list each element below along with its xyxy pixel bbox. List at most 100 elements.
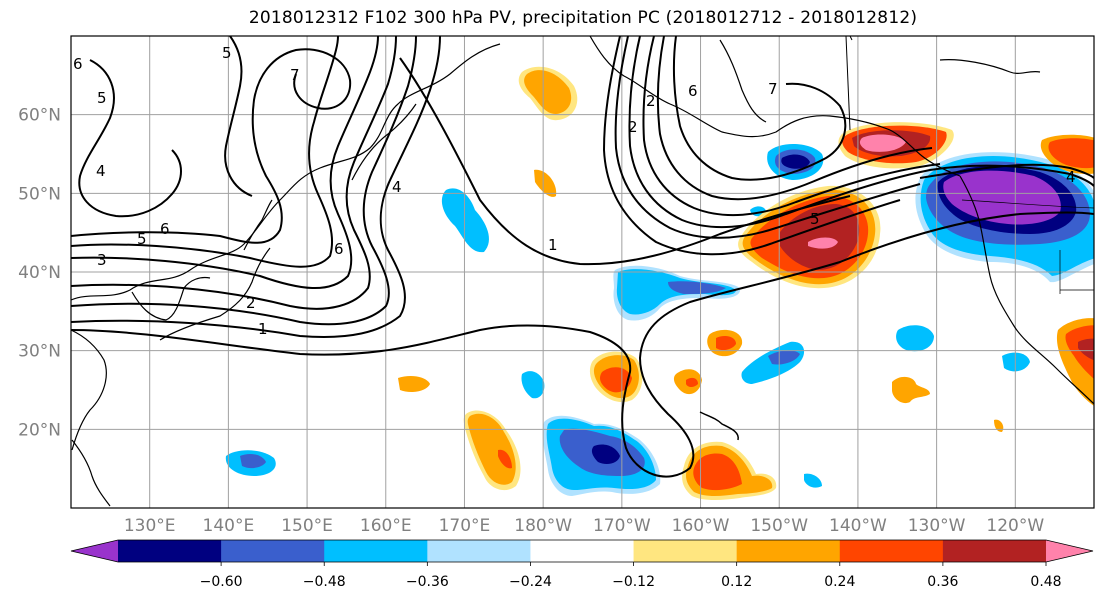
colorbar-tick-label: 0.24 bbox=[824, 574, 855, 590]
colorbar-outline bbox=[70, 539, 1094, 563]
lon-tick-label: 140°W bbox=[829, 516, 887, 536]
colorbar-extend-high bbox=[1046, 540, 1093, 562]
colorbar-tick-label: 0.48 bbox=[1030, 574, 1061, 590]
border-west bbox=[1059, 250, 1094, 294]
colorbar-extend-low bbox=[71, 540, 118, 562]
lon-tick-label: 170°E bbox=[439, 516, 491, 536]
colorbar-tick-label: −0.48 bbox=[303, 574, 346, 590]
precip-blob bbox=[521, 371, 545, 399]
precip-blob bbox=[600, 367, 632, 393]
coastline-alaska-inner bbox=[719, 39, 767, 123]
precipitation-shading bbox=[225, 66, 1094, 500]
lon-tick-label: 130°E bbox=[124, 516, 176, 536]
colorbar-tick-label: −0.60 bbox=[200, 574, 243, 590]
latitude-labels: 20°N 30°N 40°N 50°N 60°N bbox=[18, 106, 61, 441]
precip-blob bbox=[896, 325, 934, 352]
contour-label: 5 bbox=[222, 44, 232, 62]
pv-contour-3b bbox=[614, 36, 921, 239]
contour-label: 1 bbox=[258, 320, 268, 338]
contour-label: 6 bbox=[334, 240, 344, 258]
longitude-labels: 130°E 140°E 150°E 160°E 170°E 180°W 170°W 160°W… bbox=[124, 516, 1045, 536]
lon-tick-label: 160°W bbox=[672, 516, 730, 536]
colorbar-segment bbox=[118, 540, 222, 562]
lon-tick-label: 140°E bbox=[203, 516, 255, 536]
precip-blob bbox=[524, 70, 572, 114]
precip-blob bbox=[686, 377, 698, 387]
pv-contour-3 bbox=[71, 36, 417, 326]
contour-label: 1 bbox=[548, 236, 558, 254]
pv-contour-4 bbox=[71, 36, 397, 310]
lon-tick-label: 180°W bbox=[514, 516, 572, 536]
lon-tick-label: 160°E bbox=[360, 516, 412, 536]
contour-label: 7 bbox=[290, 66, 300, 84]
precip-blob bbox=[398, 376, 430, 392]
precip-blob bbox=[1065, 325, 1094, 379]
coastline-canada-top bbox=[845, 36, 853, 131]
contour-label: 4 bbox=[392, 178, 402, 196]
coastline-japan bbox=[159, 247, 271, 341]
lon-tick-label: 150°W bbox=[750, 516, 808, 536]
contour-label: 2 bbox=[628, 118, 638, 136]
precip-blob bbox=[768, 350, 800, 365]
coastline-philippines bbox=[71, 439, 111, 507]
colorbar-segment bbox=[427, 540, 531, 562]
lat-tick-label: 40°N bbox=[18, 263, 61, 283]
precip-blob bbox=[591, 444, 620, 464]
colorbar: −0.60 −0.48 −0.36 −0.24 −0.12 0.12 0.24 0.36 0.4… bbox=[70, 539, 1094, 590]
pv-contour-4b bbox=[628, 36, 1094, 229]
pv-contour-7 bbox=[71, 48, 352, 244]
precip-blob bbox=[1002, 352, 1030, 372]
lon-tick-label: 130°W bbox=[908, 516, 966, 536]
pv-contour-7b bbox=[672, 36, 847, 181]
contour-label: 6 bbox=[160, 220, 170, 238]
precip-blob bbox=[1048, 138, 1094, 169]
pv-contour-5 bbox=[71, 36, 379, 289]
lon-tick-label: 170°W bbox=[593, 516, 651, 536]
colorbar-tick-label: 0.12 bbox=[721, 574, 752, 590]
precip-blob bbox=[441, 188, 490, 253]
precip-blob bbox=[693, 453, 742, 491]
colorbar-tick-label: −0.12 bbox=[612, 574, 655, 590]
precip-blob bbox=[534, 169, 557, 197]
precip-blob bbox=[1078, 338, 1094, 361]
contour-label: 4 bbox=[96, 162, 106, 180]
figure-title: 2018012312 F102 300 hPa PV, precipitatio… bbox=[248, 8, 918, 28]
pv-contour-1 bbox=[71, 211, 1094, 478]
lon-tick-label: 120°W bbox=[986, 516, 1044, 536]
pv-contour-westmid2 bbox=[224, 36, 253, 197]
precip-blob bbox=[668, 281, 726, 294]
precip-blob bbox=[859, 134, 906, 152]
pv-contour-2b bbox=[602, 36, 901, 256]
contour-label: 6 bbox=[688, 82, 698, 100]
contour-label: 2 bbox=[246, 294, 256, 312]
lon-tick-label: 150°E bbox=[281, 516, 333, 536]
coastline-korea bbox=[131, 276, 211, 321]
contour-labels: 1 1 2 2 2 3 4 4 4 5 5 5 5 6 6 6 6 7 7 bbox=[73, 44, 1076, 338]
precip-blob bbox=[498, 449, 512, 469]
colorbar-segment bbox=[221, 540, 325, 562]
precip-blob bbox=[808, 237, 838, 249]
coastline-kamchatka bbox=[351, 103, 417, 181]
precip-blob bbox=[467, 413, 516, 485]
coastline-asia bbox=[71, 43, 501, 301]
precip-blob bbox=[804, 473, 822, 488]
contour-label: 4 bbox=[1066, 168, 1076, 186]
contour-label: 5 bbox=[97, 89, 107, 107]
colorbar-segment bbox=[530, 540, 635, 562]
pv-contour-1b bbox=[399, 57, 851, 266]
precip-blob bbox=[892, 376, 930, 404]
colorbar-tick-label: 0.36 bbox=[927, 574, 958, 590]
pv-contours bbox=[71, 36, 1094, 478]
lat-tick-label: 20°N bbox=[18, 420, 61, 440]
contour-label: 6 bbox=[73, 55, 83, 73]
hawaii bbox=[699, 411, 739, 441]
border-us-canada bbox=[961, 199, 1094, 209]
colorbar-segment bbox=[839, 540, 944, 562]
map-gridlines bbox=[71, 36, 1094, 508]
precip-blob bbox=[781, 154, 810, 169]
coastline-china bbox=[71, 329, 107, 451]
lat-tick-label: 50°N bbox=[18, 184, 61, 204]
lat-tick-label: 60°N bbox=[18, 106, 61, 126]
precip-blob bbox=[994, 419, 1004, 432]
